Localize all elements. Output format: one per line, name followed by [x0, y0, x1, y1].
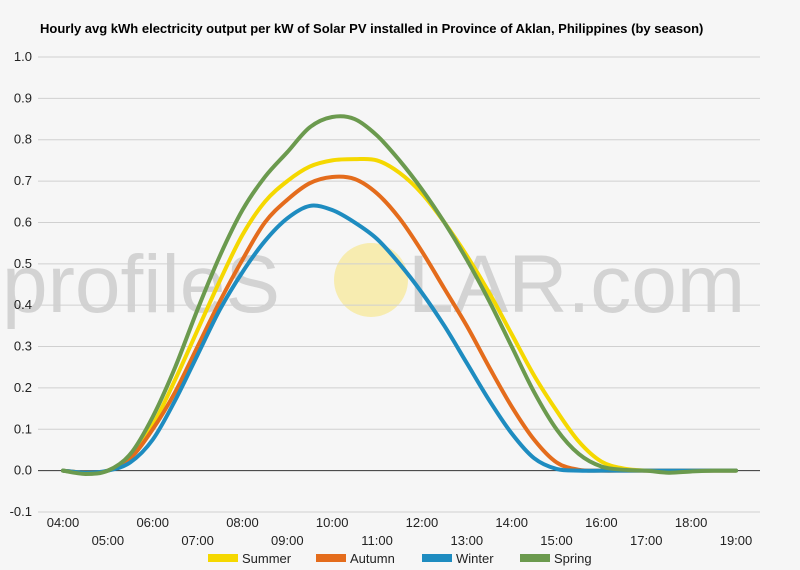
- watermark-left-text: profileS: [2, 239, 280, 330]
- x-tick-label: 06:00: [136, 515, 169, 530]
- x-tick-label: 05:00: [92, 533, 125, 548]
- x-tick-label: 13:00: [451, 533, 484, 548]
- y-tick-label: -0.1: [10, 504, 32, 519]
- watermark-right-text: LAR.com: [408, 239, 745, 330]
- x-tick-label: 19:00: [720, 533, 753, 548]
- x-tick-label: 18:00: [675, 515, 708, 530]
- x-tick-label: 16:00: [585, 515, 618, 530]
- y-tick-label: 0.1: [14, 421, 32, 436]
- legend-label-summer: Summer: [242, 551, 292, 566]
- x-tick-label: 11:00: [361, 533, 393, 548]
- x-tick-label: 14:00: [495, 515, 528, 530]
- y-tick-label: 0.8: [14, 132, 32, 147]
- legend-swatch-summer: [208, 554, 238, 562]
- legend-swatch-autumn: [316, 554, 346, 562]
- y-tick-label: 0.9: [14, 90, 32, 105]
- legend-label-autumn: Autumn: [350, 551, 395, 566]
- legend-label-spring: Spring: [554, 551, 592, 566]
- legend-label-winter: Winter: [456, 551, 494, 566]
- x-tick-label: 17:00: [630, 533, 663, 548]
- x-tick-label: 04:00: [47, 515, 80, 530]
- watermark: profileS LAR.com: [2, 239, 745, 330]
- legend: Summer Autumn Winter Spring: [208, 551, 592, 566]
- y-tick-label: 0.4: [14, 297, 32, 312]
- x-tick-label: 09:00: [271, 533, 304, 548]
- x-axis: 04:00 05:00 06:00 07:00 08:00 09:00 10:00 11:00…: [47, 515, 753, 548]
- series-group: [61, 114, 738, 476]
- legend-swatch-winter: [422, 554, 452, 562]
- y-axis: -0.1 0.0 0.1 0.2 0.3 0.4 0.5 0.6 0.7 0.8 0.9 1.0: [10, 49, 32, 519]
- chart-title: Hourly avg kWh electricity output per kW…: [40, 21, 703, 36]
- x-tick-label: 08:00: [226, 515, 259, 530]
- y-tick-label: 0.5: [14, 256, 32, 271]
- series-line-spring: [61, 114, 738, 476]
- y-tick-label: 1.0: [14, 49, 32, 64]
- watermark-sun-icon: [334, 243, 408, 317]
- x-tick-label: 15:00: [540, 533, 573, 548]
- y-tick-label: 0.7: [14, 173, 32, 188]
- x-tick-label: 12:00: [406, 515, 439, 530]
- y-tick-label: 0.0: [14, 463, 32, 478]
- y-tick-label: 0.3: [14, 339, 32, 354]
- legend-swatch-spring: [520, 554, 550, 562]
- x-tick-label: 07:00: [181, 533, 214, 548]
- y-tick-label: 0.6: [14, 214, 32, 229]
- y-tick-label: 0.2: [14, 380, 32, 395]
- x-tick-label: 10:00: [316, 515, 349, 530]
